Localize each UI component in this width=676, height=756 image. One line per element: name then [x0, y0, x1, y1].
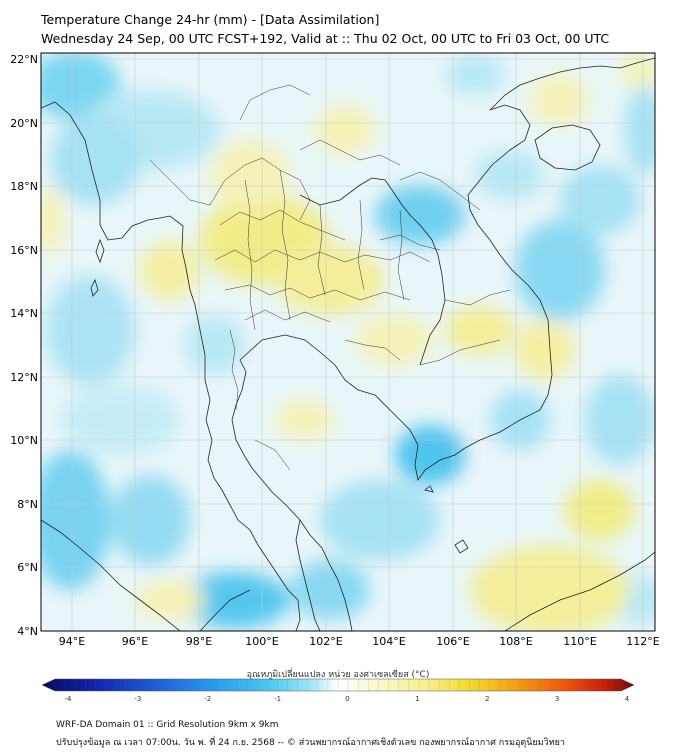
colorbar-tick-label: -4 — [65, 695, 73, 703]
lat-label: 22°N — [10, 53, 38, 66]
colorbar-tick-label: 1 — [415, 695, 419, 703]
lat-label: 12°N — [10, 371, 38, 384]
lat-label: 8°N — [17, 498, 38, 511]
footer-model-info: WRF-DA Domain 01 :: Grid Resolution 9km … — [56, 720, 278, 730]
temperature-field — [30, 50, 665, 635]
lon-label: 112°E — [626, 635, 659, 648]
lat-label: 18°N — [10, 180, 38, 193]
colorbar-tick-labels: -4 -3 -2 -1 0 1 2 3 4 — [65, 695, 630, 703]
colorbar-tick-label: 0 — [345, 695, 349, 703]
lon-label: 104°E — [372, 635, 405, 648]
lat-label: 6°N — [17, 561, 38, 574]
lon-label: 96°E — [122, 635, 148, 648]
lat-label: 4°N — [17, 625, 38, 638]
longitude-labels: 94°E 96°E 98°E 100°E 102°E 104°E 106°E 1… — [59, 635, 660, 648]
lon-label: 102°E — [309, 635, 342, 648]
colorbar-tick-label: -3 — [134, 695, 141, 703]
lat-label: 20°N — [10, 117, 38, 130]
lat-label: 14°N — [10, 307, 38, 320]
colorbar-tick-label: 3 — [555, 695, 559, 703]
colorbar-tick-label: 2 — [485, 695, 489, 703]
colorbar-tick-label: -1 — [274, 695, 281, 703]
lon-label: 106°E — [436, 635, 469, 648]
latitude-labels: 22°N 20°N 18°N 16°N 14°N 12°N 10°N 8°N 6… — [10, 53, 38, 638]
lat-label: 16°N — [10, 244, 38, 257]
lon-label: 98°E — [186, 635, 212, 648]
colorbar: -4 -3 -2 -1 0 1 2 3 4 — [42, 679, 634, 703]
colorbar-tick-label: 4 — [625, 695, 630, 703]
lon-label: 94°E — [59, 635, 85, 648]
lon-label: 100°E — [245, 635, 278, 648]
colorbar-label: อุณหภูมิเปลี่ยนแปลง หน่วย องศาเซลเซียส (… — [0, 667, 676, 681]
lon-label: 108°E — [499, 635, 532, 648]
lon-label: 110°E — [563, 635, 596, 648]
temperature-change-map: 22°N 20°N 18°N 16°N 14°N 12°N 10°N 8°N 6… — [0, 0, 676, 756]
footer-credit: ปรับปรุงข้อมูล ณ เวลา 07:00น. วัน พ. ที่… — [56, 735, 565, 749]
colorbar-tick-label: -2 — [204, 695, 211, 703]
lat-label: 10°N — [10, 434, 38, 447]
